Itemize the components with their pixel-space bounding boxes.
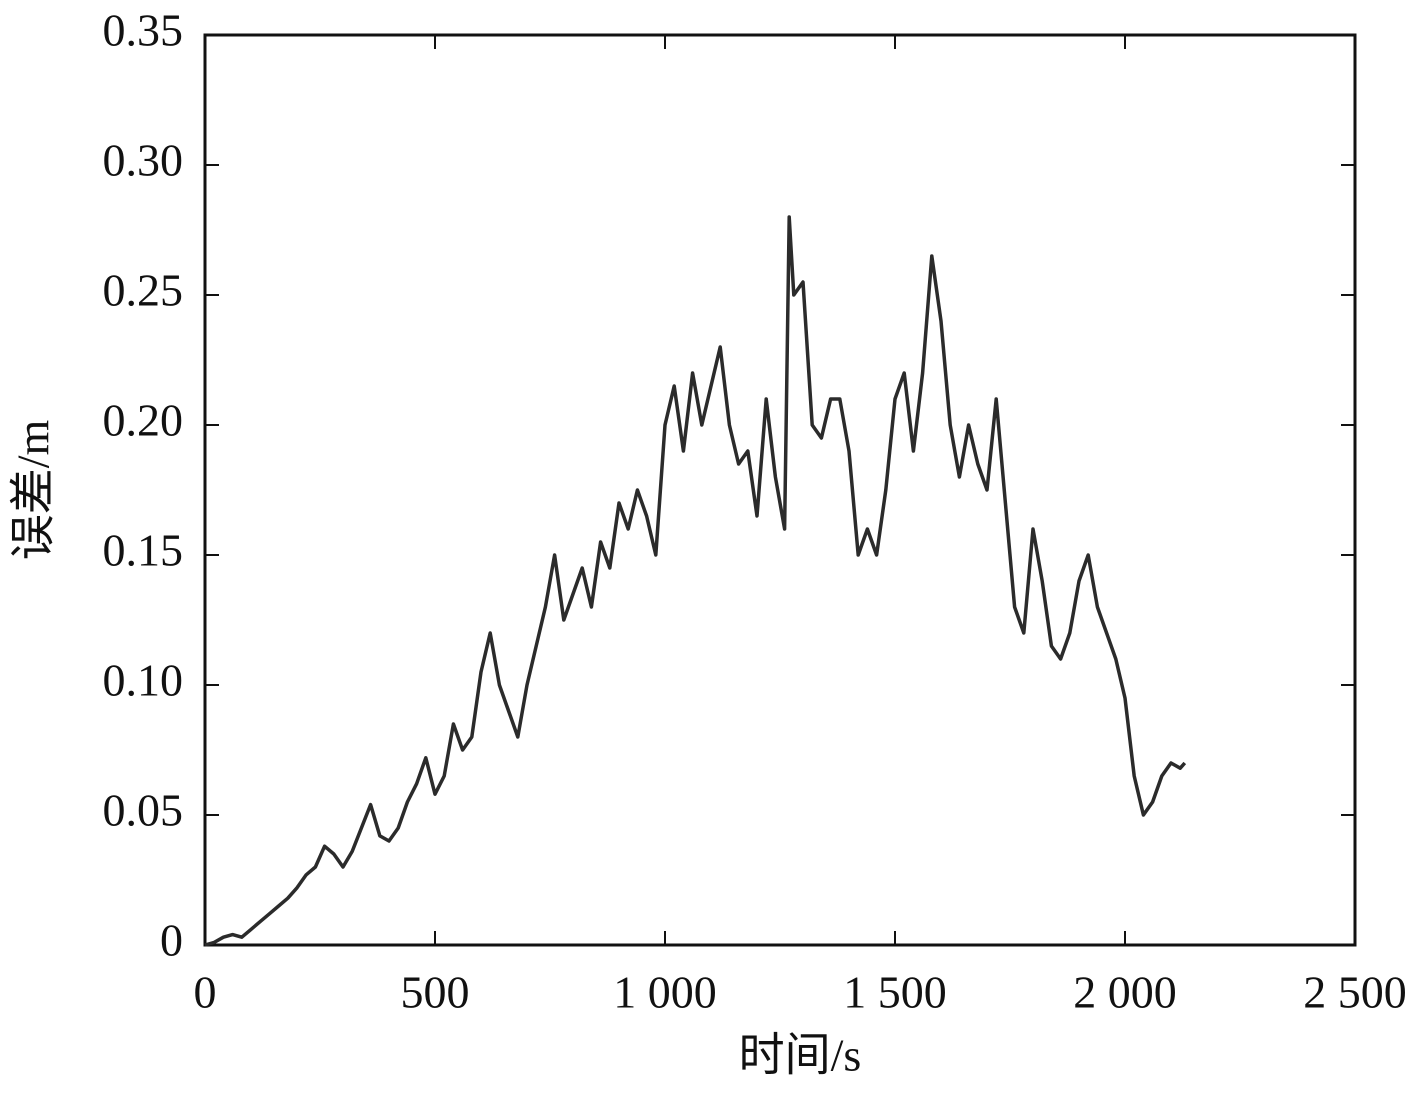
y-tick-label: 0.15: [103, 525, 184, 576]
y-tick-label: 0: [160, 915, 183, 966]
y-tick-label: 0.10: [103, 655, 184, 706]
y-tick-label: 0.30: [103, 135, 184, 186]
y-tick-label: 0.25: [103, 265, 184, 316]
y-axis-label: 误差/m: [8, 420, 59, 561]
x-tick-label: 0: [194, 967, 217, 1018]
y-tick-label: 0.05: [103, 785, 184, 836]
x-tick-label: 500: [401, 967, 470, 1018]
x-axis-label: 时间/s: [739, 1030, 862, 1081]
y-tick-label: 0.20: [103, 395, 184, 446]
plot-frame: [203, 33, 1357, 947]
x-tick-label: 2 000: [1073, 967, 1177, 1018]
data-line: [204, 215, 1187, 947]
x-tick-label: 1 000: [613, 967, 717, 1018]
y-tick-label: 0.35: [103, 5, 184, 56]
x-tick-label: 2 500: [1303, 967, 1407, 1018]
x-tick-label: 1 500: [843, 967, 947, 1018]
